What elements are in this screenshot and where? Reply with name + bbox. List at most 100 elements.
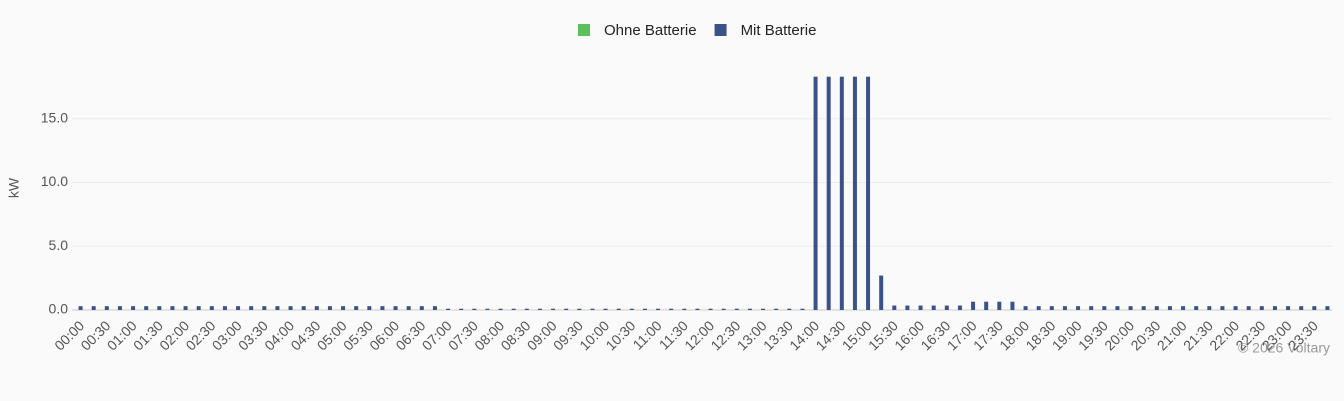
bar <box>1128 306 1133 310</box>
bar <box>1010 301 1015 310</box>
bar <box>918 305 923 310</box>
bar <box>656 308 661 310</box>
bar <box>629 308 634 310</box>
bar <box>708 308 713 310</box>
bar <box>222 306 227 310</box>
bar <box>498 308 503 310</box>
y-axis-label: kW <box>6 177 22 198</box>
bar <box>905 305 910 310</box>
x-tick-label: 11:00 <box>629 317 665 353</box>
y-tick-label: 0.0 <box>49 301 69 317</box>
bar <box>1049 306 1054 310</box>
bar <box>1036 306 1041 310</box>
bar <box>892 305 897 310</box>
bar <box>144 306 149 310</box>
bar <box>944 305 949 310</box>
bar <box>695 308 700 310</box>
legend-swatch <box>578 24 590 36</box>
bar <box>104 306 109 310</box>
bar <box>642 308 647 310</box>
bar <box>196 306 201 310</box>
bar <box>446 308 451 310</box>
bar <box>301 306 306 310</box>
bar <box>314 306 319 310</box>
bar <box>774 308 779 310</box>
x-tick-label: 10:30 <box>602 317 638 353</box>
bar <box>1259 306 1264 310</box>
bar <box>1102 306 1107 310</box>
bar <box>1312 306 1317 310</box>
bar <box>524 308 529 310</box>
bar <box>419 306 424 310</box>
bar <box>131 306 136 310</box>
bar <box>747 308 752 310</box>
bar <box>341 306 346 310</box>
bar <box>1325 306 1330 310</box>
bar <box>813 76 818 310</box>
bar <box>931 305 936 310</box>
bar <box>275 306 280 310</box>
bar <box>1141 306 1146 310</box>
bar <box>1154 306 1159 310</box>
watermark: © 2026 Voltary <box>1238 340 1330 356</box>
bar <box>117 306 122 310</box>
bar <box>249 306 254 310</box>
bar <box>157 306 162 310</box>
bar <box>564 308 569 310</box>
bar <box>551 308 556 310</box>
y-tick-label: 15.0 <box>41 109 68 125</box>
bar <box>537 308 542 310</box>
bar <box>354 306 359 310</box>
bar <box>1272 306 1277 310</box>
bar <box>734 308 739 310</box>
bar <box>984 301 989 310</box>
y-tick-label: 10.0 <box>41 173 68 189</box>
bar <box>577 308 582 310</box>
y-tick-label: 5.0 <box>49 237 69 253</box>
bar <box>879 275 884 310</box>
bar <box>1167 306 1172 310</box>
bar <box>997 301 1002 310</box>
bar <box>1194 306 1199 310</box>
bar <box>1115 306 1120 310</box>
bar <box>1286 306 1291 310</box>
bar <box>485 308 490 310</box>
bar <box>406 306 411 310</box>
bar <box>1299 306 1304 310</box>
bar <box>393 306 398 310</box>
bar <box>852 76 857 310</box>
bar <box>800 308 805 310</box>
bar <box>170 306 175 310</box>
bar <box>1023 306 1028 310</box>
legend-swatch <box>714 24 727 36</box>
bar <box>380 306 385 310</box>
bar <box>236 306 241 310</box>
bar <box>761 308 766 310</box>
bar <box>91 306 96 310</box>
bar <box>1246 306 1251 310</box>
bar <box>367 306 372 310</box>
bar <box>721 308 726 310</box>
bar <box>616 308 621 310</box>
bar <box>971 301 976 310</box>
bar <box>682 308 687 310</box>
bar <box>1089 306 1094 310</box>
bar <box>1181 306 1186 310</box>
bar <box>327 306 332 310</box>
bar <box>432 306 437 310</box>
bar <box>957 305 962 310</box>
bar <box>183 306 188 310</box>
bar <box>1062 306 1067 310</box>
bar <box>787 308 792 310</box>
bar <box>603 308 608 310</box>
bar <box>262 306 267 310</box>
bar <box>511 308 516 310</box>
bar <box>590 308 595 310</box>
bar <box>839 76 844 310</box>
bar <box>826 76 831 310</box>
bar <box>472 308 477 310</box>
bar <box>288 306 293 310</box>
bar <box>1076 306 1081 310</box>
bar <box>1207 306 1212 310</box>
